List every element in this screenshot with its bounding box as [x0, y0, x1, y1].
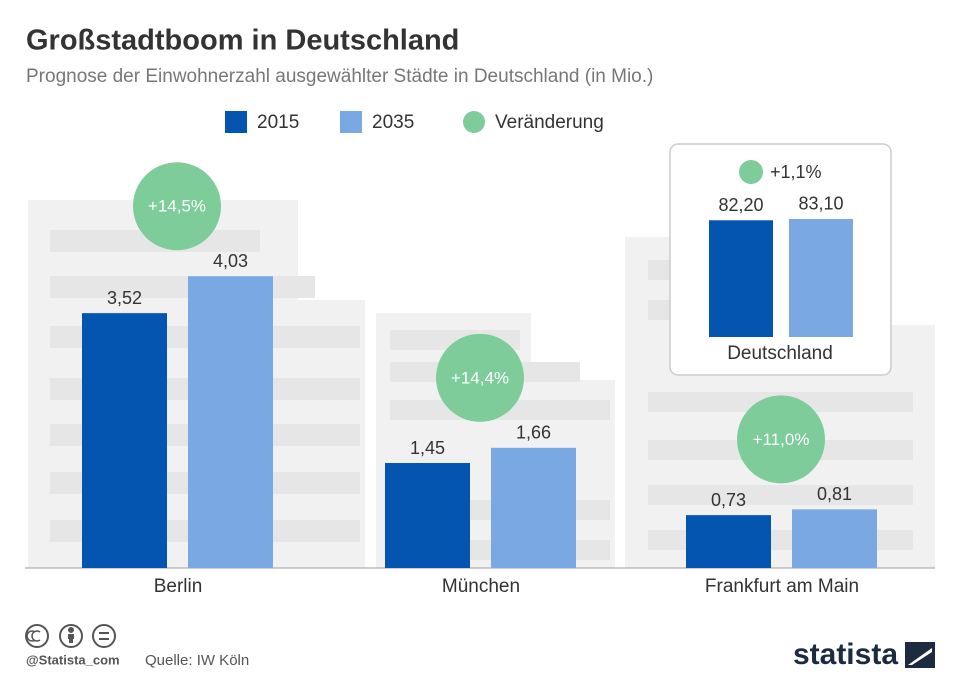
inset-value-label: 82,20 [718, 195, 763, 215]
x-tick-label: München [442, 576, 520, 597]
change-bubble [133, 162, 221, 251]
value-label: 0,73 [711, 490, 746, 510]
inset-bar [709, 220, 773, 337]
value-label: 1,66 [516, 423, 551, 443]
change-label: +14,4% [451, 368, 509, 387]
bar [792, 509, 877, 568]
value-label: 4,03 [213, 251, 248, 271]
brand-logo [905, 642, 935, 668]
inset-change-bubble [739, 160, 763, 184]
bar [82, 313, 167, 568]
change-bubble [737, 395, 825, 484]
legend-label: 2035 [372, 112, 414, 133]
bar [188, 276, 273, 568]
chart-subtitle: Prognose der Einwohnerzahl ausgewählter … [26, 66, 653, 87]
value-label: 0,81 [817, 484, 852, 504]
source: Quelle: IW Köln [145, 652, 249, 669]
cc-icons [25, 624, 116, 648]
legend-label: 2015 [257, 112, 299, 133]
inset-value-label: 83,10 [798, 194, 843, 214]
inset-category: Deutschland [727, 343, 833, 364]
change-bubble [436, 333, 524, 422]
brand: statista [793, 638, 898, 671]
value-label: 3,52 [107, 288, 142, 308]
change-label: +11,0% [753, 430, 810, 449]
x-tick-label: Frankfurt am Main [705, 576, 859, 597]
value-label: 1,45 [410, 438, 445, 458]
inset-change-label: +1,1% [770, 162, 822, 182]
chart-title: Großstadtboom in Deutschland [26, 25, 459, 57]
bar [491, 447, 576, 568]
change-label: +14,5% [148, 197, 206, 216]
bar [385, 463, 470, 568]
credit: @Statista_com [26, 652, 120, 667]
x-tick-label: Berlin [154, 576, 203, 597]
legend-label: Veränderung [495, 112, 604, 133]
legend-swatch [225, 111, 247, 133]
legend-swatch [463, 111, 485, 133]
legend-swatch [340, 111, 362, 133]
inset-bar [789, 218, 853, 337]
bar [686, 515, 771, 568]
